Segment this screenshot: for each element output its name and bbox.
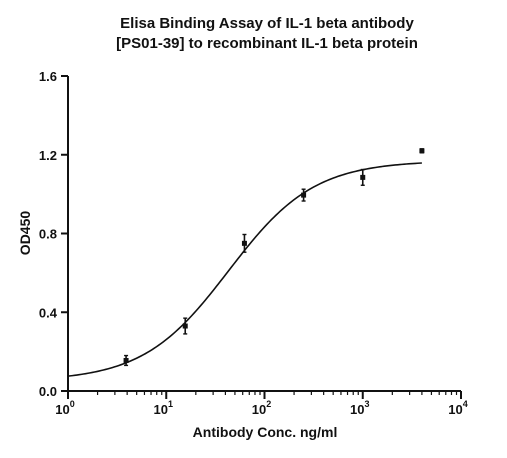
y-tick-label: 1.2 [39,148,57,163]
data-point [182,323,188,329]
fit-curve [67,162,422,377]
y-tick-label: 0.4 [39,305,58,320]
chart-title-line-1: Elisa Binding Assay of IL-1 beta antibod… [120,15,414,32]
data-point [301,192,307,198]
data-point [419,148,425,154]
x-tick-label: 102 [252,399,271,417]
x-tick-label: 100 [55,399,74,417]
y-tick-label: 0.8 [39,227,57,242]
x-tick-label: 101 [154,399,173,417]
x-tick-label: 103 [350,399,369,417]
x-axis-label: Antibody Conc. ng/ml [193,424,338,440]
y-axis-ticks: 0.0 0.4 0.8 1.2 1.6 [39,69,68,399]
data-point [123,357,129,363]
data-point [360,174,366,180]
data-point [241,240,247,246]
y-axis-label: OD450 [17,211,33,256]
chart-title-line-2: [PS01-39] to recombinant IL-1 beta prote… [116,35,418,52]
data-points [123,148,425,367]
y-tick-label: 1.6 [39,69,57,84]
y-tick-label: 0.0 [39,384,57,399]
x-tick-label: 104 [448,399,467,417]
x-axis-ticks: 100 101 102 103 104 [55,391,468,417]
